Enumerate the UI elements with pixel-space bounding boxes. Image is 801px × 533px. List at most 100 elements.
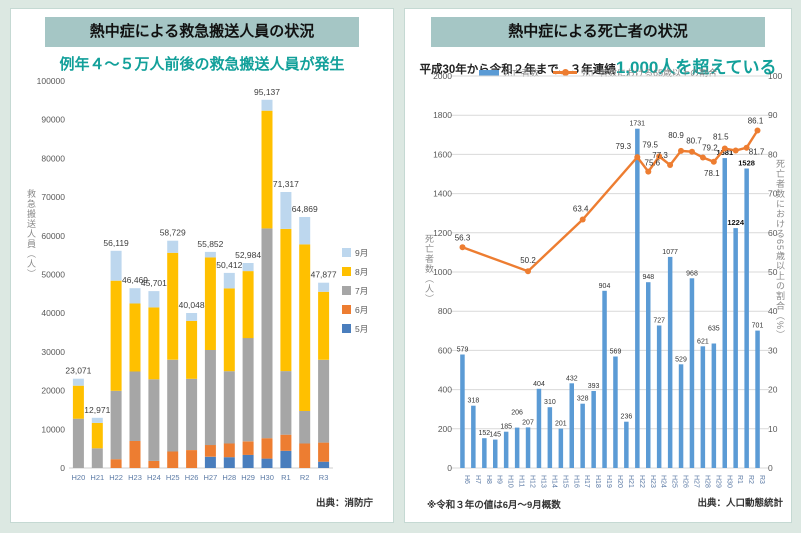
svg-text:47,877: 47,877 [311,270,337,280]
svg-text:1000: 1000 [433,267,452,277]
svg-text:H24: H24 [147,473,161,482]
svg-text:579: 579 [457,347,469,354]
svg-text:71,317: 71,317 [273,179,299,189]
svg-text:H17: H17 [583,475,590,488]
svg-text:R2: R2 [300,473,310,482]
svg-text:100000: 100000 [37,76,66,86]
svg-text:50000: 50000 [41,270,65,280]
svg-text:400: 400 [438,385,452,395]
svg-text:70000: 70000 [41,192,65,202]
svg-text:529: 529 [675,356,687,363]
svg-text:79.2: 79.2 [702,144,718,153]
svg-text:23,071: 23,071 [65,366,91,376]
deaths-plot: 0 200 400 600 800 1000 1200 1400 1600 1800 2000 0 10… [433,71,782,488]
svg-text:1224: 1224 [727,218,745,227]
svg-text:81.5: 81.5 [713,133,729,142]
svg-text:10000: 10000 [41,424,65,434]
deaths-panel-title: 熱中症による死亡者の状況 [431,17,765,47]
svg-text:393: 393 [588,383,600,390]
svg-text:90: 90 [768,110,778,120]
svg-text:1800: 1800 [433,110,452,120]
svg-text:79.3: 79.3 [616,142,632,151]
deaths-subtitle-emphasis: 1,000人を超えている [615,58,777,77]
legend-deaths-label: 死亡者数 [502,68,539,78]
svg-text:1731: 1731 [630,121,646,128]
deaths-y-axis-label-right: 死亡者数における65歳以上の割合（%） [775,159,785,341]
legend-ratio-label: 死亡者数における65歳以上の割合 [581,68,718,78]
svg-text:201: 201 [555,421,567,428]
transport-stacked-bar-chart: 0 10000 20000 30000 40000 50000 60000 70000 8000… [37,76,337,482]
deaths-y-axis-label-left: 死亡者数（人） [424,234,434,304]
svg-text:H27: H27 [693,475,700,488]
svg-text:52,984: 52,984 [235,250,261,260]
svg-text:H10: H10 [507,475,514,488]
deaths-bars: 579 H6 318 H7 152 H8 145 H9 185 H10 206 H11 207 H12 40… [457,121,765,488]
svg-text:2000: 2000 [433,71,452,81]
svg-text:78.1: 78.1 [704,169,720,178]
svg-text:30000: 30000 [41,347,65,357]
svg-text:86.1: 86.1 [748,117,764,126]
svg-text:80.7: 80.7 [686,137,702,146]
svg-text:432: 432 [566,375,578,382]
transport-panel: 熱中症による救急搬送人員の状況 例年４～５万人前後の救急搬送人員が発生 救急搬送… [10,8,394,523]
svg-text:H26: H26 [185,473,199,482]
svg-text:152: 152 [478,430,490,437]
svg-text:80.9: 80.9 [668,131,684,140]
transport-y-axis-label: 救急搬送人員（人） [26,189,36,279]
svg-text:600: 600 [438,345,452,355]
svg-text:75.6: 75.6 [645,159,661,168]
svg-text:20: 20 [768,385,778,395]
svg-text:H16: H16 [572,475,579,488]
svg-text:1600: 1600 [433,149,452,159]
svg-text:H27: H27 [204,473,218,482]
svg-text:H6: H6 [463,475,470,484]
svg-text:H28: H28 [222,473,236,482]
svg-text:95,137: 95,137 [254,87,280,97]
transport-source: 出典：消防庁 [315,498,373,509]
svg-text:100: 100 [768,71,782,81]
svg-text:H28: H28 [703,475,710,488]
legend-item-6月: 6月 [342,300,368,319]
svg-text:H26: H26 [682,475,689,488]
svg-text:200: 200 [438,424,452,434]
svg-text:58,729: 58,729 [160,228,186,238]
svg-text:30: 30 [768,345,778,355]
deaths-ratio-line: 56.3 50.2 63.4 79.3 75.6 79.5 77.3 80.980.779.2… [455,117,765,275]
deaths-bar-line-chart: 0 200 400 600 800 1000 1200 1400 1600 1800 2000 0 10… [433,71,782,488]
deaths-panel: 熱中症による死亡者の状況 平成30年から令和２年まで、３年連続1,000人を超え… [404,8,792,523]
svg-text:H11: H11 [518,475,525,487]
transport-panel-subtitle: 例年４～５万人前後の救急搬送人員が発生 [59,56,345,73]
svg-text:621: 621 [697,338,709,345]
svg-text:0: 0 [447,463,452,473]
svg-text:63.4: 63.4 [573,205,589,214]
svg-text:60: 60 [768,228,778,238]
svg-text:H19: H19 [605,475,612,488]
legend-item-9月: 9月 [342,243,368,262]
svg-text:145: 145 [489,432,501,439]
svg-text:701: 701 [752,323,764,330]
legend-item-7月: 7月 [342,281,368,300]
svg-text:40,048: 40,048 [179,300,205,310]
bar-swatch-icon [478,69,499,76]
svg-text:56,119: 56,119 [103,238,129,248]
deaths-legend: 死亡者数 死亡者数における65歳以上の割合 [405,66,791,79]
transport-legend: 9月 8月 7月 6月 5月 [342,243,368,338]
svg-text:H15: H15 [561,475,568,488]
svg-text:H23: H23 [128,473,142,482]
svg-text:948: 948 [642,274,654,281]
svg-text:1077: 1077 [662,249,678,256]
svg-text:H20: H20 [72,473,86,482]
svg-text:64,869: 64,869 [292,204,318,214]
svg-text:1528: 1528 [738,159,755,168]
svg-text:H20: H20 [616,475,623,488]
svg-text:80000: 80000 [41,153,65,163]
svg-text:H21: H21 [627,475,634,488]
svg-text:310: 310 [544,399,556,406]
svg-text:H22: H22 [638,475,645,488]
svg-text:79.5: 79.5 [642,140,658,149]
legend-item-5月: 5月 [342,319,368,338]
svg-text:H30: H30 [260,473,274,482]
svg-text:904: 904 [599,283,611,290]
svg-text:R1: R1 [736,475,743,484]
svg-text:R3: R3 [758,475,765,484]
